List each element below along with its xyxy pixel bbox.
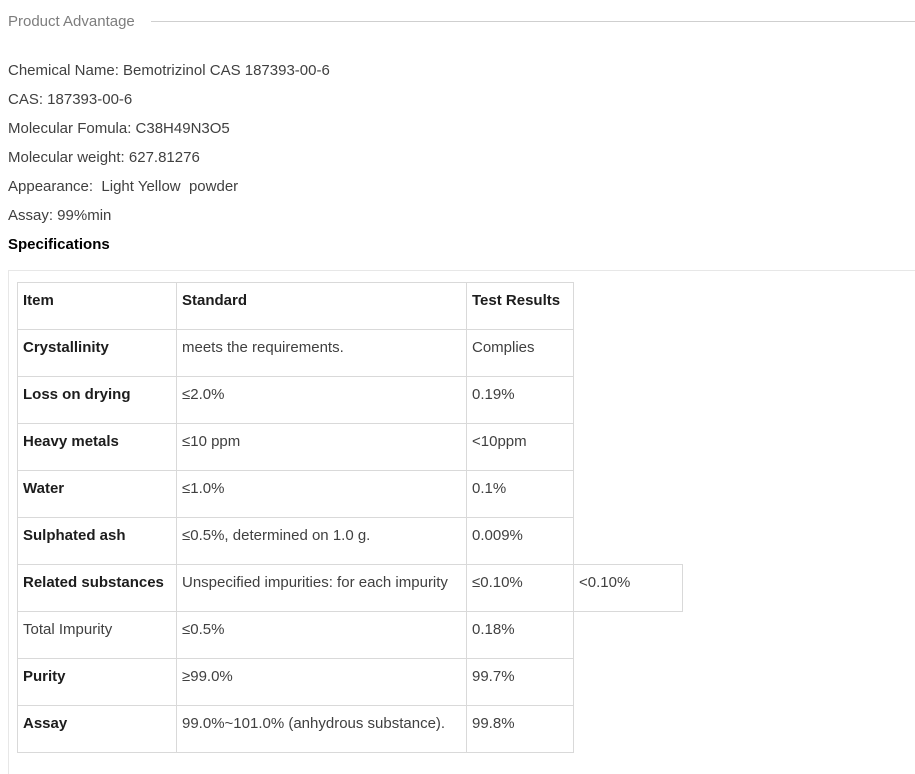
- specifications-panel: Item Standard Test Results Crystallinity…: [8, 270, 915, 774]
- extra-result-cell: [574, 424, 683, 471]
- cas-line: CAS: 187393-00-6: [8, 91, 133, 108]
- item-cell: Related substances: [17, 564, 177, 612]
- extra-result-cell: [574, 706, 683, 753]
- item-cell: Purity: [17, 658, 177, 706]
- header-standard: Standard: [176, 282, 467, 330]
- test-result-cell: 0.19%: [466, 376, 574, 424]
- test-result-cell: 99.8%: [466, 705, 574, 753]
- table-row: Heavy metals ≤10 ppm <10ppm: [17, 423, 683, 471]
- table-row: Sulphated ash ≤0.5%, determined on 1.0 g.…: [17, 517, 683, 565]
- chemical-name-line: Chemical Name: Bemotrizinol CAS 187393-0…: [8, 62, 330, 79]
- header-item: Item: [17, 282, 177, 330]
- table-row: Water ≤1.0% 0.1%: [17, 470, 683, 518]
- standard-cell: 99.0%~101.0% (anhydrous substance).: [176, 705, 467, 753]
- table-header-row: Item Standard Test Results: [17, 282, 683, 330]
- extra-result-cell: [574, 471, 683, 518]
- extra-result-cell: <0.10%: [573, 564, 683, 612]
- item-cell: Water: [17, 470, 177, 518]
- extra-result-cell: [574, 659, 683, 706]
- item-cell: Total Impurity: [17, 611, 177, 659]
- standard-cell: ≤1.0%: [176, 470, 467, 518]
- spec-table-body: Crystallinity meets the requirements. Comp…: [17, 329, 683, 753]
- standard-cell: meets the requirements.: [176, 329, 467, 377]
- assay-line: Assay: 99%min: [8, 207, 112, 224]
- section-title: Product Advantage: [8, 13, 135, 30]
- item-cell: Heavy metals: [17, 423, 177, 471]
- test-result-cell: 99.7%: [466, 658, 574, 706]
- standard-cell: ≤10 ppm: [176, 423, 467, 471]
- test-result-cell: 0.18%: [466, 611, 574, 659]
- test-result-cell: Complies: [466, 329, 574, 377]
- specifications-table: Item Standard Test Results Crystallinity…: [17, 282, 683, 753]
- header-extra: [574, 283, 683, 330]
- test-result-cell: 0.1%: [466, 470, 574, 518]
- item-cell: Assay: [17, 705, 177, 753]
- specifications-heading: Specifications: [8, 236, 110, 253]
- standard-cell: ≤0.5%: [176, 611, 467, 659]
- table-row: Crystallinity meets the requirements. Comp…: [17, 329, 683, 377]
- item-cell: Crystallinity: [17, 329, 177, 377]
- table-row: Total Impurity ≤0.5% 0.18%: [17, 611, 683, 659]
- standard-cell: ≤2.0%: [176, 376, 467, 424]
- molecular-weight-line: Molecular weight: 627.81276: [8, 149, 200, 166]
- item-cell: Sulphated ash: [17, 517, 177, 565]
- extra-result-cell: [574, 612, 683, 659]
- extra-result-cell: [574, 518, 683, 565]
- item-cell: Loss on drying: [17, 376, 177, 424]
- section-header: Product Advantage: [8, 0, 915, 32]
- appearance-line: Appearance: Light Yellow powder: [8, 178, 239, 195]
- standard-cell: ≤0.5%, determined on 1.0 g.: [176, 517, 467, 565]
- table-row: Assay 99.0%~101.0% (anhydrous substance).…: [17, 705, 683, 753]
- test-result-cell: <10ppm: [466, 423, 574, 471]
- test-result-cell: 0.009%: [466, 517, 574, 565]
- section-divider-rule: [150, 21, 915, 22]
- table-row: Purity ≥99.0% 99.7%: [17, 658, 683, 706]
- standard-cell: Unspecified impurities: for each impurit…: [176, 564, 467, 612]
- extra-result-cell: [574, 330, 683, 377]
- product-info-block: Chemical Name: Bemotrizinol CAS 187393-0…: [8, 56, 915, 259]
- molecular-formula-line: Molecular Fomula: C38H49N3O5: [8, 120, 230, 137]
- extra-result-cell: [574, 377, 683, 424]
- test-result-cell: ≤0.10%: [466, 564, 574, 612]
- header-test-results: Test Results: [466, 282, 574, 330]
- table-row: Related substances Unspecified impurities…: [17, 564, 683, 612]
- table-row: Loss on drying ≤2.0% 0.19%: [17, 376, 683, 424]
- standard-cell: ≥99.0%: [176, 658, 467, 706]
